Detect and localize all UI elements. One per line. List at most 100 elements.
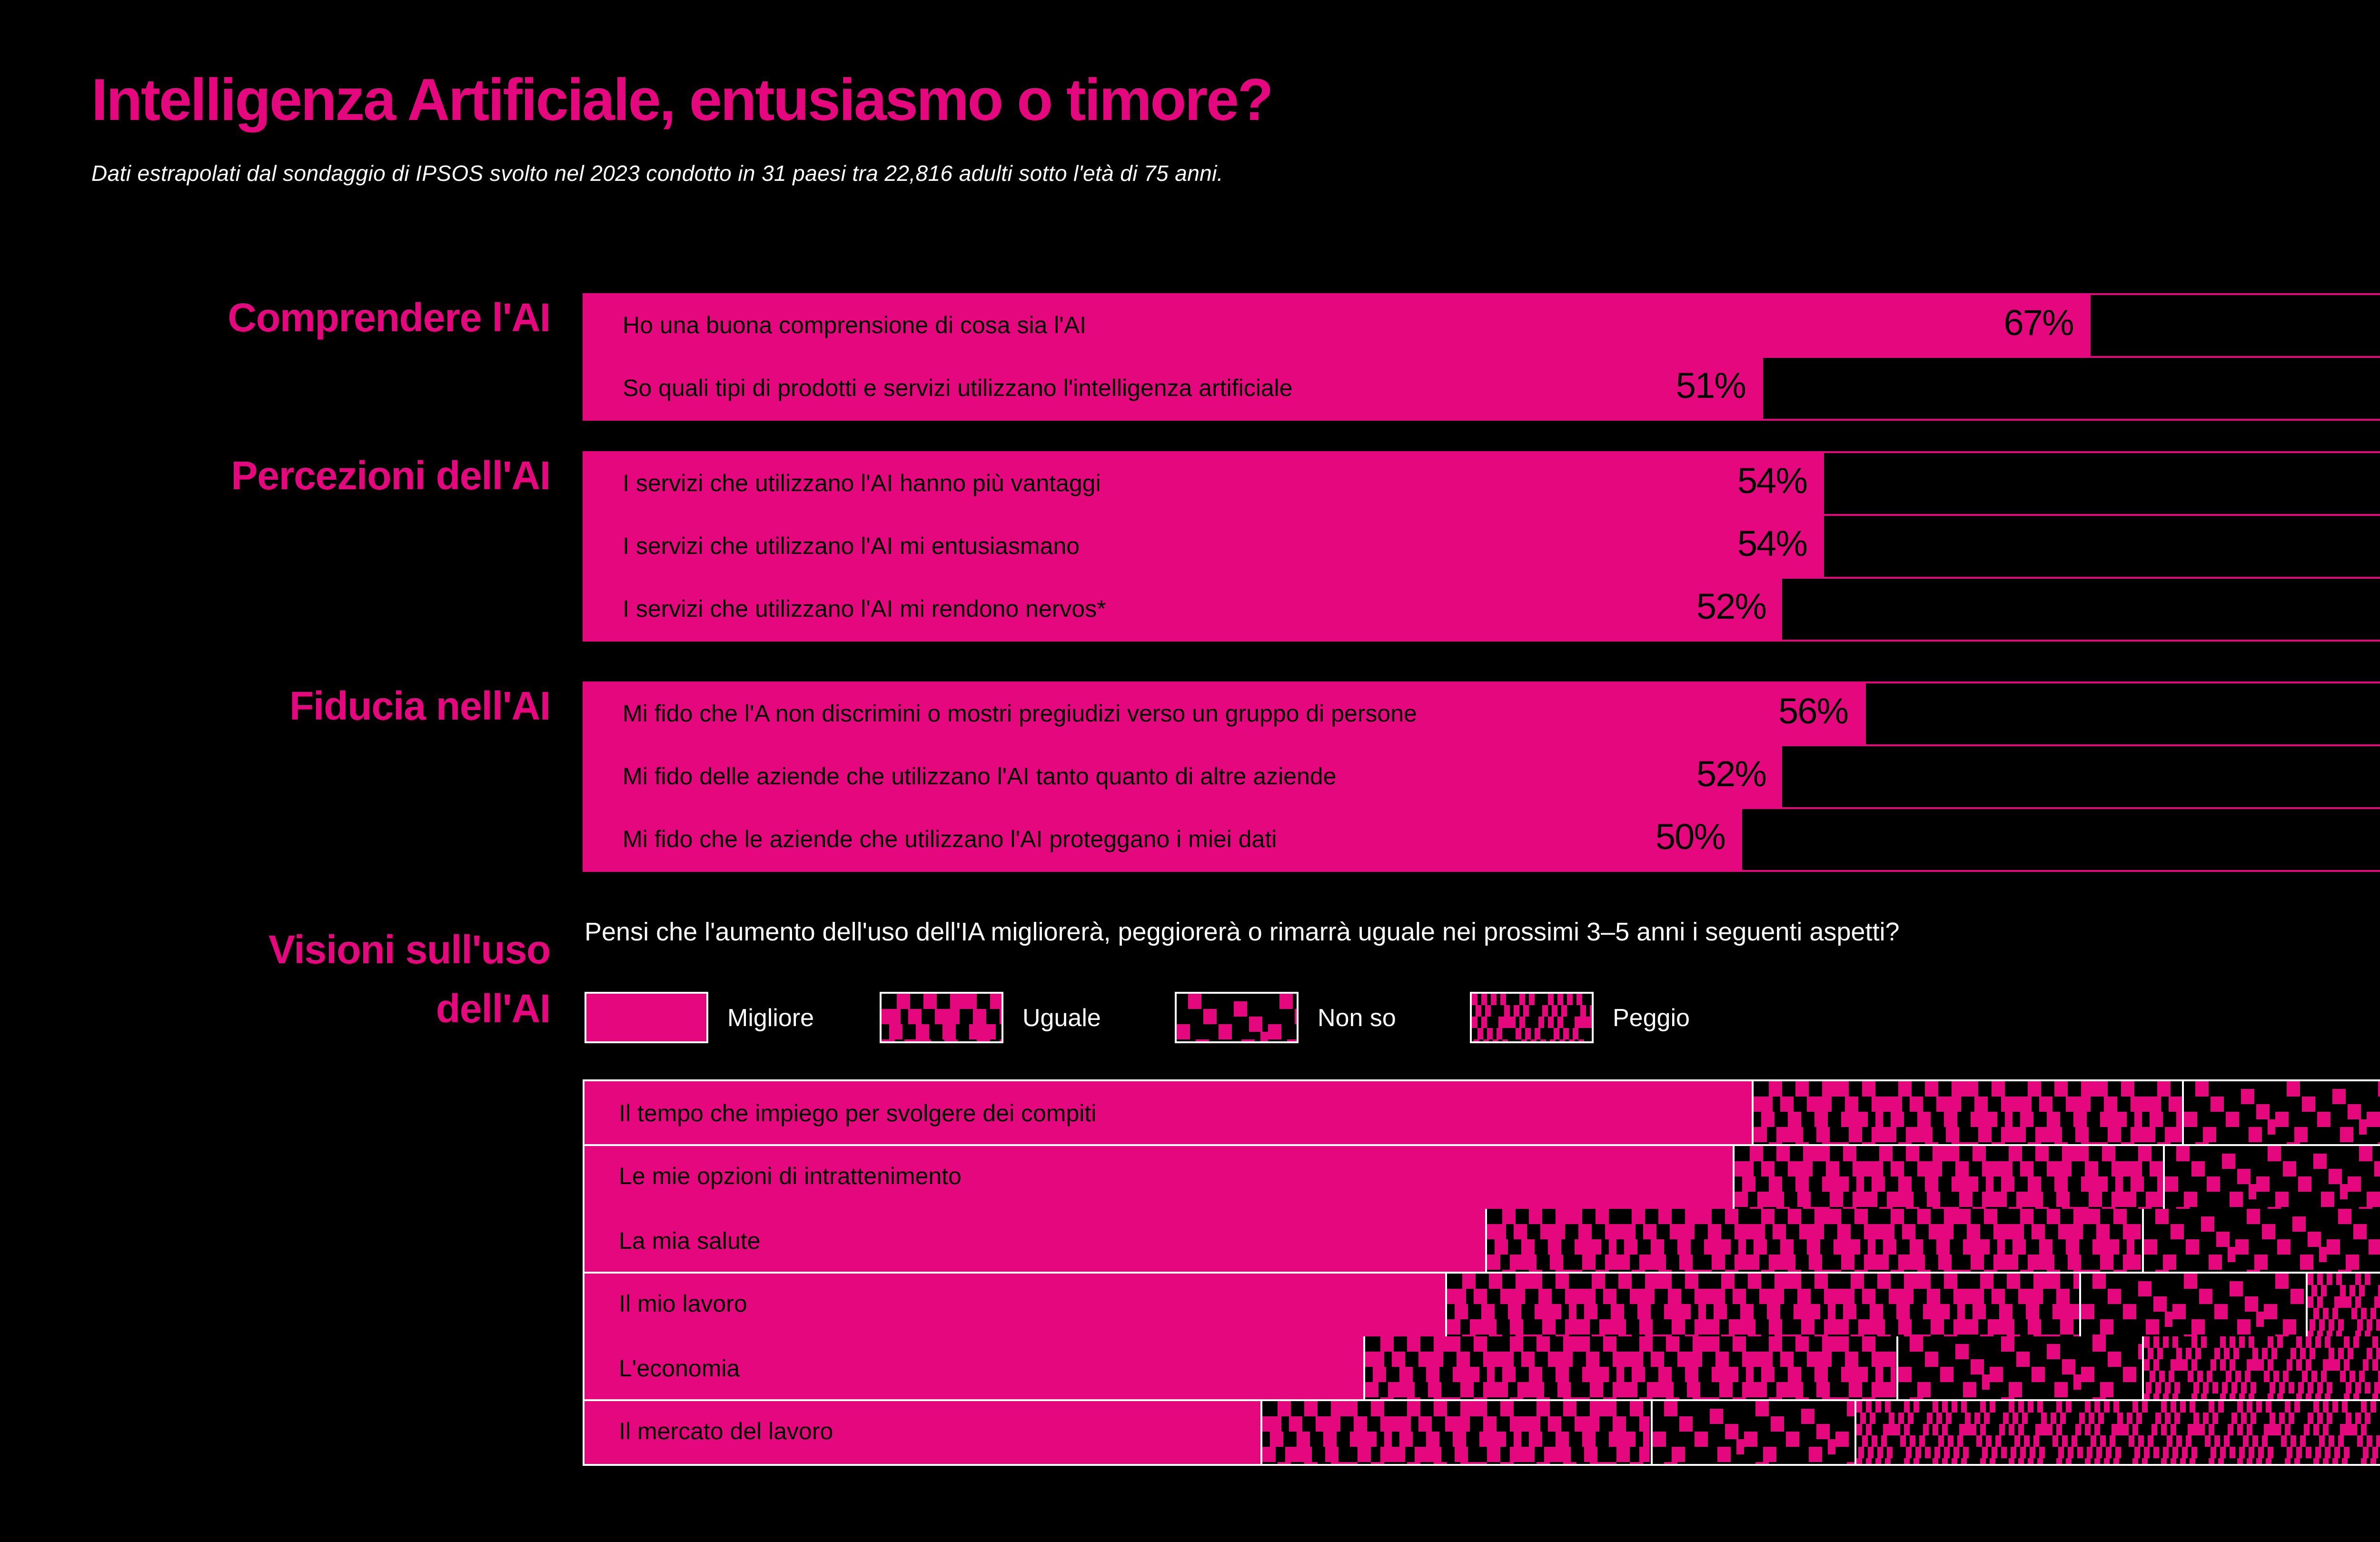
bar-row: Mi fido che l'A non discrimini o mostri …	[583, 682, 2380, 746]
bar-row: Mi fido che le aziende che utilizzano l'…	[583, 807, 2380, 872]
stacked-bar-row: Il mio lavoro	[583, 1271, 2380, 1337]
segment-uguale	[1445, 1273, 2080, 1335]
segment-non-so	[2142, 1209, 2380, 1272]
bar-row: I servizi che utilizzano l'AI mi entusia…	[583, 514, 2380, 579]
bar-group-comprendere: Ho una buona comprensione di cosa sia l'…	[583, 293, 2380, 421]
segment-peggio	[1854, 1400, 2380, 1463]
bar-group-percezioni: I servizi che utilizzano l'AI hanno più …	[583, 451, 2380, 642]
dither-pattern-texture	[2143, 1209, 2380, 1272]
legend-swatch-solid	[585, 992, 708, 1043]
segment-uguale	[1752, 1081, 2183, 1144]
bar-fill: Mi fido che l'A non discrimini o mostri …	[585, 683, 1865, 744]
chart-legend: Migliore Uguale Non so Peggio	[585, 992, 1765, 1043]
bar-label: I servizi che utilizzano l'AI mi entusia…	[623, 533, 1080, 560]
segment-migliore: Le mie opzioni di intrattenimento	[585, 1145, 1732, 1208]
dither-pattern-texture	[1262, 1400, 1650, 1463]
dither-pattern-texture	[2184, 1081, 2380, 1144]
legend-item: Peggio	[1470, 992, 1765, 1043]
bar-row: So quali tipi di prodotti e servizi util…	[583, 356, 2380, 421]
visioni-question: Pensi che l'aumento dell'uso dell'IA mig…	[585, 918, 1900, 946]
segment-peggio	[2141, 1336, 2380, 1399]
section-label-visioni: Visioni sull'uso dell'AI	[268, 929, 551, 1032]
segment-migliore: Il tempo che impiego per svolgere dei co…	[585, 1081, 1753, 1144]
bar-label: I servizi che utilizzano l'AI hanno più …	[623, 470, 1101, 497]
dither-pattern-texture	[1365, 1336, 1896, 1399]
segment-non-so	[2080, 1273, 2306, 1335]
stacked-bar-row: Le mie opzioni di intrattenimento	[583, 1143, 2380, 1210]
stacked-row-label: L'economia	[619, 1354, 740, 1381]
bar-label: I servizi che utilizzano l'AI mi rendono…	[623, 596, 1106, 623]
dither-pattern-texture	[2143, 1336, 2380, 1399]
segment-migliore: La mia salute	[585, 1209, 1486, 1272]
bar-value: 50%	[1655, 819, 1726, 859]
segment-non-so	[2182, 1081, 2380, 1144]
stacked-bar-row: L'economia	[583, 1334, 2380, 1401]
legend-swatch-uguale	[880, 992, 1003, 1043]
segment-peggio	[2305, 1273, 2380, 1335]
page-title: Intelligenza Artificiale, entusiasmo o t…	[91, 67, 1274, 133]
bar-row: Ho una buona comprensione di cosa sia l'…	[583, 293, 2380, 358]
bar-value: 52%	[1696, 756, 1767, 796]
bar-label: So quali tipi di prodotti e servizi util…	[623, 375, 1293, 402]
stacked-row-label: Il tempo che impiego per svolgere dei co…	[619, 1099, 1097, 1126]
bar-value: 67%	[2003, 305, 2074, 345]
dither-pattern-texture	[882, 994, 1002, 1041]
segment-non-so	[1650, 1400, 1855, 1463]
legend-label: Uguale	[1022, 1003, 1101, 1032]
segment-non-so	[1895, 1336, 2142, 1399]
bar-label: Ho una buona comprensione di cosa sia l'…	[623, 312, 1087, 339]
dither-pattern-texture	[1488, 1209, 2142, 1272]
segment-migliore: L'economia	[585, 1336, 1363, 1399]
segment-uguale	[1363, 1336, 1896, 1399]
stacked-row-label: Le mie opzioni di intrattenimento	[619, 1163, 962, 1190]
bar-group-fiducia: Mi fido che l'A non discrimini o mostri …	[583, 682, 2380, 872]
segment-uguale	[1260, 1400, 1650, 1463]
bar-row: I servizi che utilizzano l'AI hanno più …	[583, 451, 2380, 516]
bar-fill: I servizi che utilizzano l'AI mi entusia…	[585, 516, 1824, 577]
bar-value: 56%	[1778, 693, 1849, 733]
dither-pattern-texture	[1177, 994, 1297, 1041]
legend-item: Uguale	[880, 992, 1175, 1043]
stacked-bar-chart: Il tempo che impiego per svolgere dei co…	[583, 1079, 2380, 1465]
legend-item: Migliore	[585, 992, 880, 1043]
segment-uguale	[1732, 1145, 2162, 1208]
dither-pattern-texture	[1754, 1081, 2183, 1144]
bar-row: Mi fido delle aziende che utilizzano l'A…	[583, 744, 2380, 809]
stacked-bar-row: Il mercato del lavoro	[583, 1398, 2380, 1465]
dither-pattern-texture	[2307, 1273, 2380, 1335]
bar-fill: I servizi che utilizzano l'AI hanno più …	[585, 453, 1824, 514]
dither-pattern-texture	[1472, 994, 1592, 1041]
bar-fill: Mi fido che le aziende che utilizzano l'…	[585, 809, 1742, 870]
bar-value: 54%	[1737, 463, 1808, 503]
segment-non-so	[2162, 1145, 2380, 1208]
segment-migliore: Il mercato del lavoro	[585, 1400, 1261, 1463]
section-label-fiducia: Fiducia nell'AI	[289, 685, 551, 729]
legend-swatch-non-so	[1175, 992, 1299, 1043]
bar-fill: Ho una buona comprensione di cosa sia l'…	[585, 295, 2091, 356]
section-label-percezioni: Percezioni dell'AI	[231, 455, 551, 499]
dither-pattern-texture	[2082, 1273, 2306, 1335]
bar-row: I servizi che utilizzano l'AI mi rendono…	[583, 577, 2380, 642]
stacked-row-label: La mia salute	[619, 1227, 761, 1254]
segment-uguale	[1486, 1209, 2142, 1272]
legend-label: Peggio	[1613, 1003, 1690, 1032]
dither-pattern-texture	[1856, 1400, 2380, 1463]
stacked-row-label: Il mio lavoro	[619, 1291, 747, 1317]
dither-pattern-texture	[1652, 1400, 1855, 1463]
section-label-comprendere: Comprendere l'AI	[228, 297, 551, 341]
bar-fill: Mi fido delle aziende che utilizzano l'A…	[585, 746, 1783, 807]
bar-label: Mi fido delle aziende che utilizzano l'A…	[623, 763, 1337, 790]
segment-migliore: Il mio lavoro	[585, 1273, 1445, 1335]
bar-fill: So quali tipi di prodotti e servizi util…	[585, 358, 1763, 419]
stacked-bar-row: Il tempo che impiego per svolgere dei co…	[583, 1079, 2380, 1146]
bar-value: 51%	[1676, 367, 1746, 407]
legend-swatch-peggio	[1470, 992, 1594, 1043]
bar-label: Mi fido che l'A non discrimini o mostri …	[623, 701, 1417, 727]
dither-pattern-texture	[1447, 1273, 2080, 1335]
dither-pattern-texture	[2164, 1145, 2380, 1208]
bar-value: 54%	[1737, 525, 1808, 565]
stacked-bar-row: La mia salute	[583, 1207, 2380, 1274]
legend-label: Non so	[1318, 1003, 1396, 1032]
bar-value: 52%	[1696, 588, 1767, 628]
